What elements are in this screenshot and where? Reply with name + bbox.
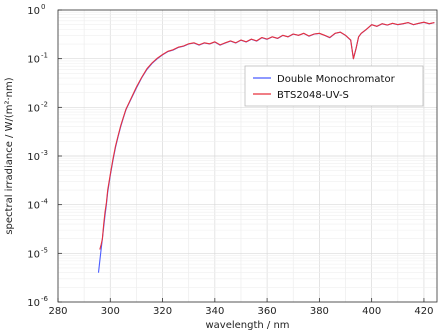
y-tick-exponent: -4: [41, 198, 49, 206]
y-tick-label: 10: [27, 152, 40, 163]
y-tick-label: 10: [27, 6, 40, 17]
y-tick-exponent: 0: [41, 3, 45, 11]
y-tick-label: 10: [27, 249, 40, 260]
ticks: 280 300 320 340 360 380 400 42010-610-510-410-3…: [27, 3, 433, 317]
x-tick-label: 300: [101, 306, 120, 317]
y-tick-label: 10: [27, 201, 40, 212]
series-lines: [97, 21, 435, 273]
y-tick-label: 10: [27, 55, 40, 66]
x-tick-label: 280: [48, 306, 67, 317]
y-tick-label: 10: [27, 298, 40, 309]
x-tick-label: 340: [205, 306, 224, 317]
x-tick-label: 320: [153, 306, 172, 317]
y-tick-label: 10: [27, 103, 40, 114]
y-tick-exponent: -6: [41, 295, 49, 303]
x-tick-label: 420: [414, 306, 433, 317]
y-tick-exponent: -3: [41, 149, 48, 157]
y-tick-exponent: -2: [41, 100, 48, 108]
legend: Double Monochromator BTS2048-UV-S: [244, 65, 424, 107]
y-axis-label: spectral irradiance / W/(m²·nm): [4, 77, 15, 234]
x-tick-label: 360: [258, 306, 277, 317]
legend-label-double-monochromator: Double Monochromator: [277, 74, 396, 85]
legend-box: [244, 65, 424, 107]
x-tick-label: 400: [362, 306, 381, 317]
grid: [57, 9, 437, 303]
x-tick-label: 380: [310, 306, 329, 317]
series-line-bts2048-uv-s: [99, 21, 435, 250]
y-tick-exponent: -5: [41, 246, 48, 254]
y-tick-exponent: -1: [41, 52, 48, 60]
x-axis-label: wavelength / nm: [205, 320, 289, 331]
legend-label-bts2048-uv-s: BTS2048-UV-S: [277, 90, 349, 101]
